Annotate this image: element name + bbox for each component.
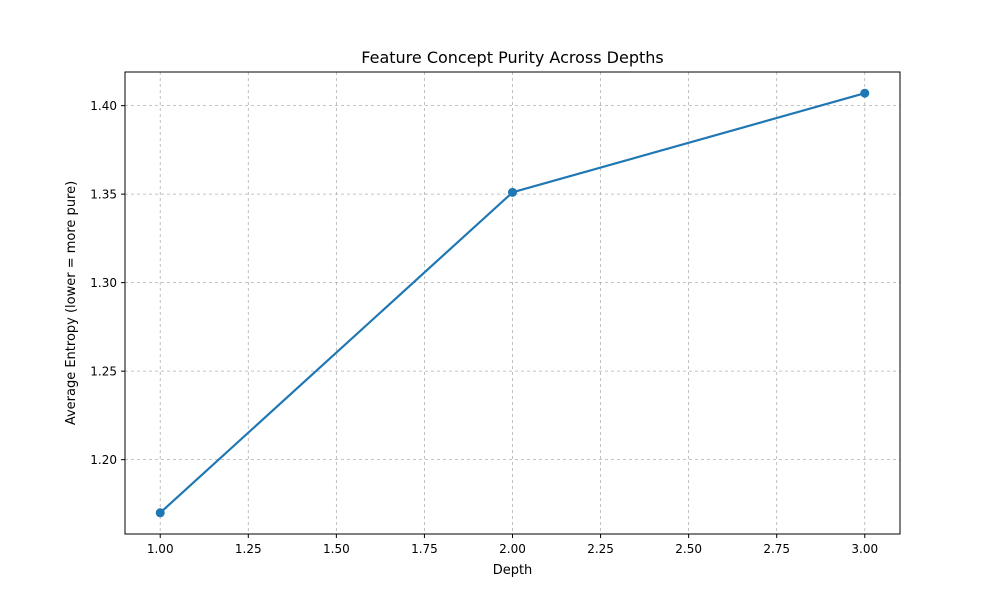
- grid: [125, 72, 900, 534]
- x-axis: 1.00 1.25 1.50 1.75 2.00 2.25 2.50 2.75 3.00: [147, 534, 878, 556]
- y-tick-label: 1.25: [90, 365, 117, 379]
- x-tick-label: 3.00: [851, 542, 878, 556]
- x-tick-label: 2.00: [499, 542, 526, 556]
- y-axis: 1.20 1.25 1.30 1.35 1.40: [90, 99, 125, 467]
- data-point: [155, 508, 165, 518]
- x-tick-label: 2.75: [763, 542, 790, 556]
- y-axis-label: Average Entropy (lower = more pure): [64, 181, 79, 425]
- y-tick-label: 1.20: [90, 453, 117, 467]
- y-tick-label: 1.40: [90, 99, 117, 113]
- x-tick-label: 1.25: [235, 542, 262, 556]
- x-tick-label: 1.00: [147, 542, 174, 556]
- chart-title: Feature Concept Purity Across Depths: [361, 48, 663, 67]
- series-layer: [155, 88, 870, 518]
- y-tick-label: 1.30: [90, 276, 117, 290]
- data-point: [860, 88, 870, 98]
- x-tick-label: 2.50: [675, 542, 702, 556]
- x-tick-label: 2.25: [587, 542, 614, 556]
- x-tick-label: 1.75: [411, 542, 438, 556]
- x-axis-label: Depth: [493, 563, 533, 578]
- x-tick-label: 1.50: [323, 542, 350, 556]
- y-tick-label: 1.35: [90, 188, 117, 202]
- data-point: [508, 187, 517, 197]
